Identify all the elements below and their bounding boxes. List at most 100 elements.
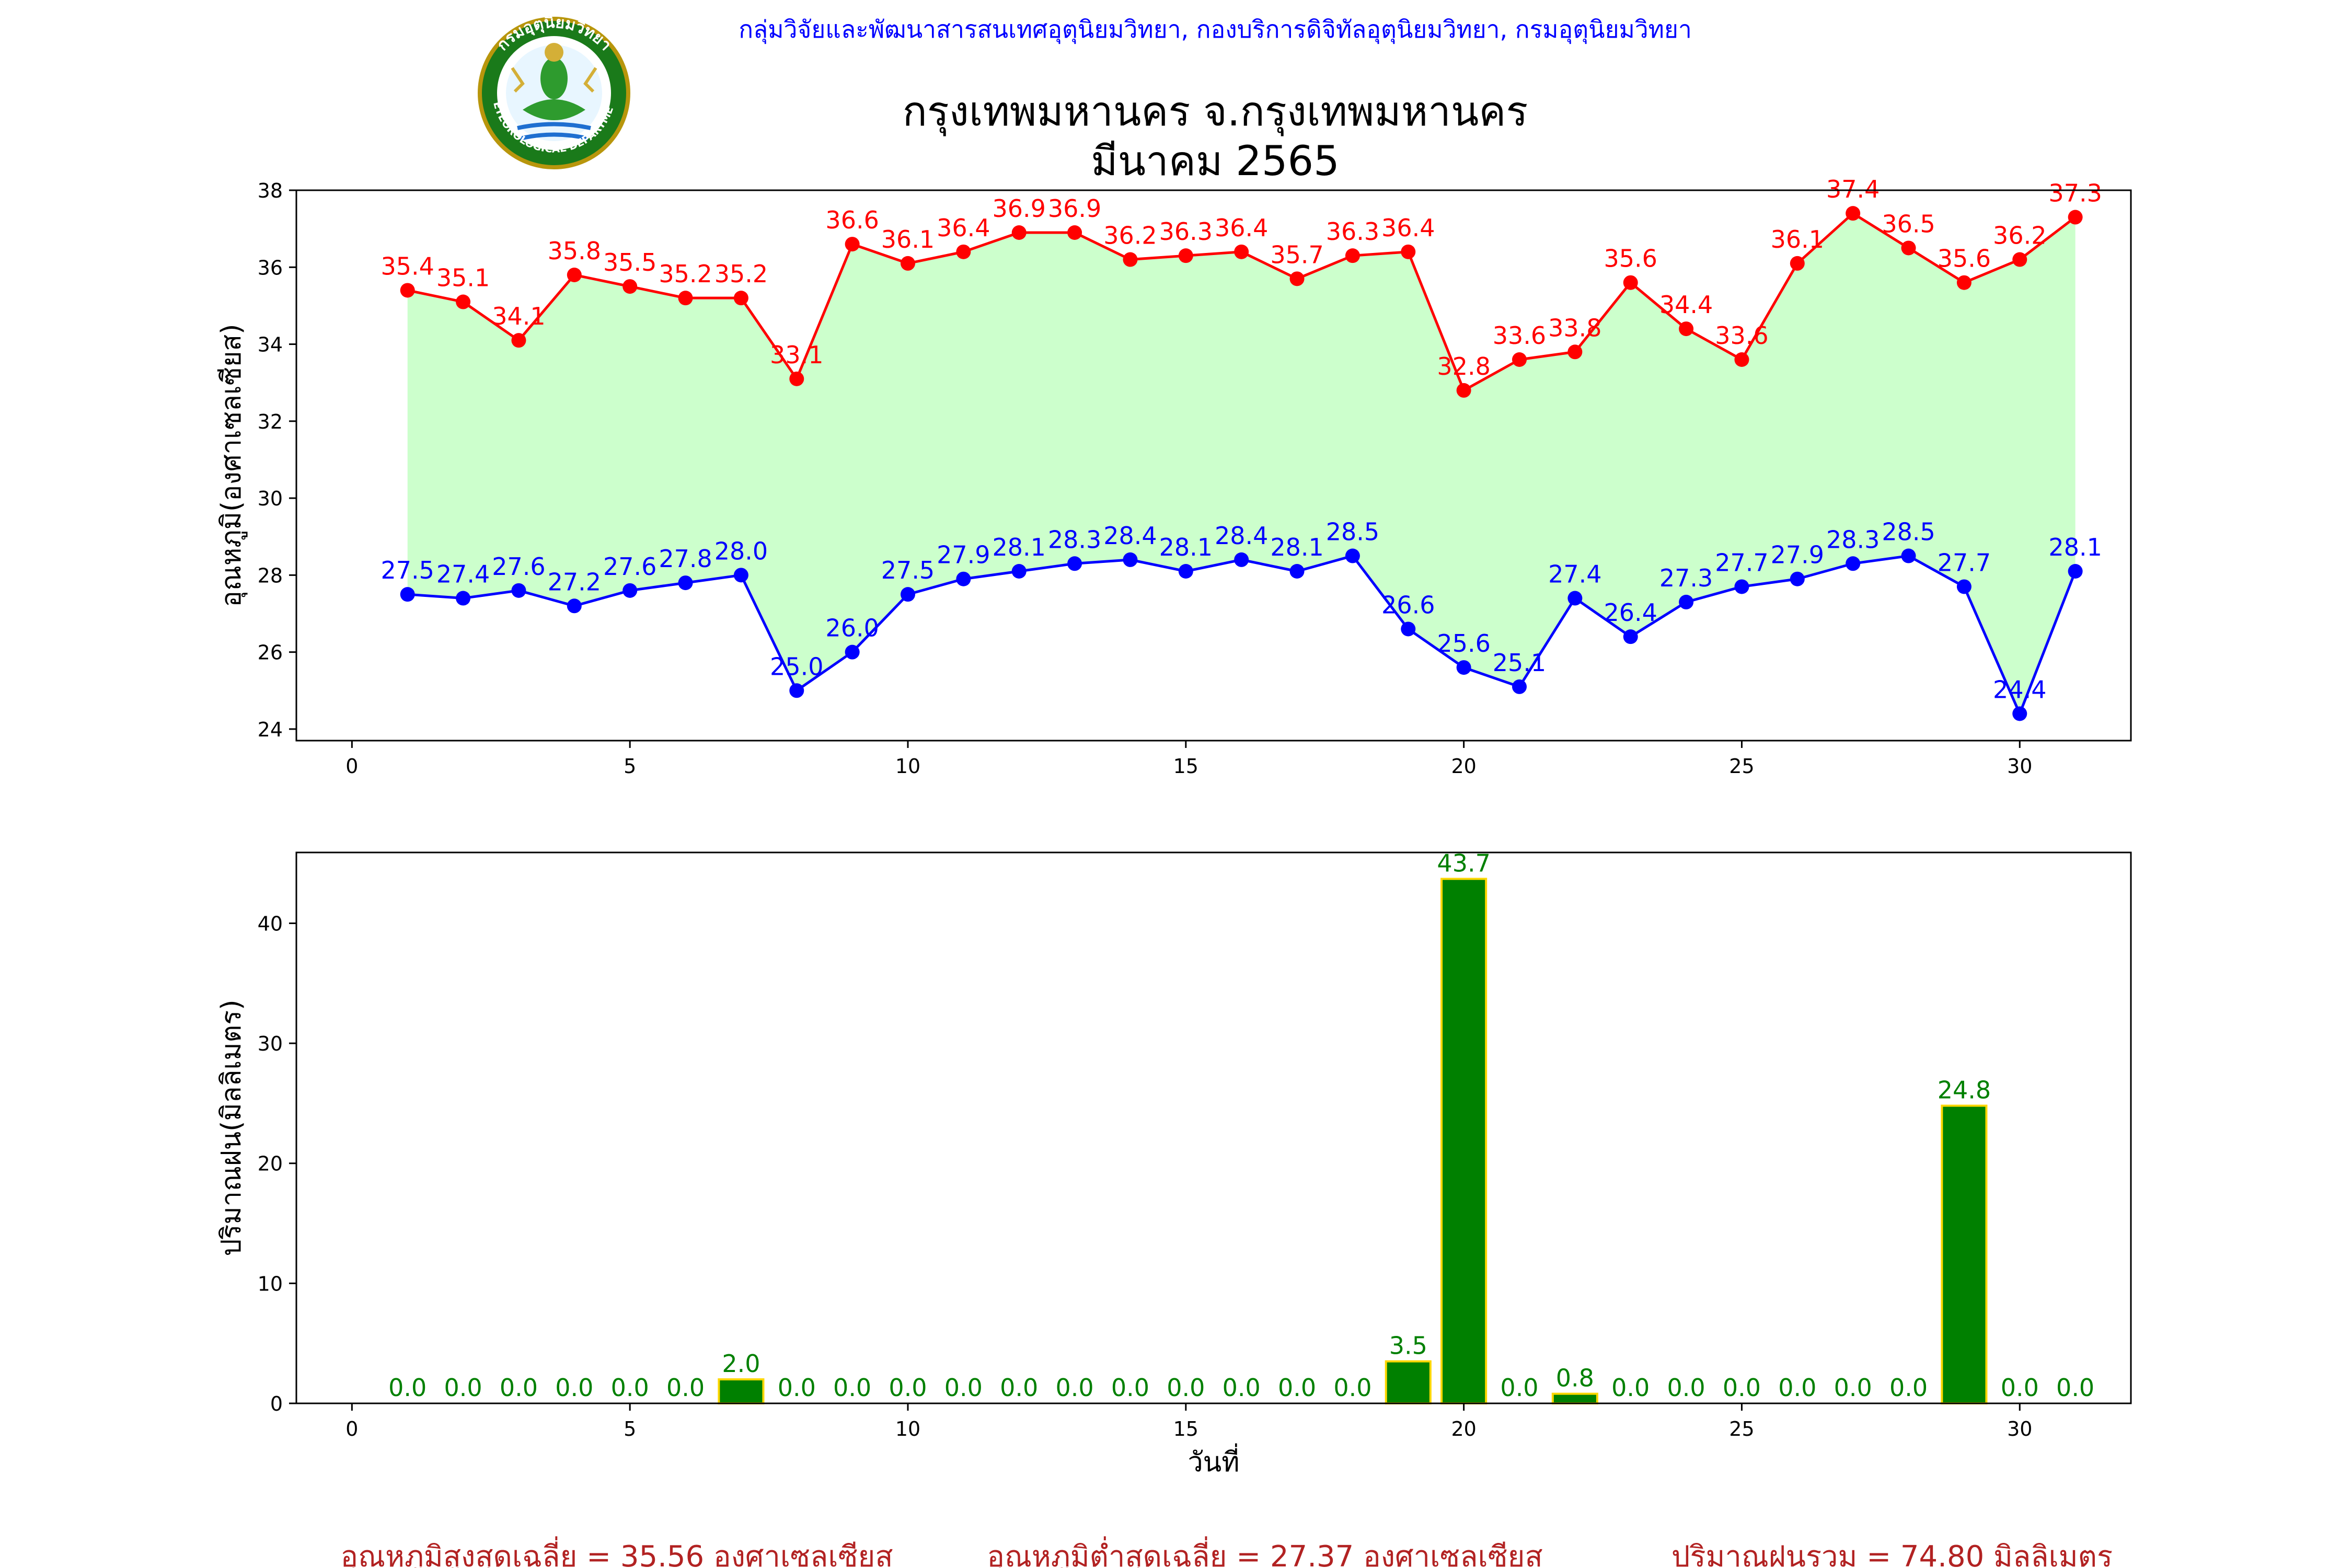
- min-temperature-point: [1234, 552, 1249, 567]
- max-temperature-label: 33.8: [1548, 314, 1601, 342]
- min-temperature-label: 28.3: [1048, 525, 1101, 554]
- temperature-y-axis-label: อุณหภูมิ(องศาเซลเซียส): [216, 324, 248, 607]
- rain-bar-label: 0.0: [1111, 1374, 1149, 1402]
- max-temperature-label: 35.7: [1270, 240, 1323, 269]
- max-temperature-label: 35.1: [436, 264, 490, 292]
- min-temperature-label: 27.3: [1659, 564, 1713, 592]
- rain-bar: [1551, 1392, 1598, 1405]
- y-tick-label: 32: [258, 410, 283, 433]
- y-tick-label: 10: [258, 1272, 283, 1295]
- min-temperature-label: 27.8: [659, 545, 712, 573]
- rain-bar-label: 0.0: [2001, 1374, 2039, 1402]
- max-temperature-label: 35.2: [659, 260, 712, 288]
- min-temperature-label: 27.5: [881, 556, 935, 584]
- max-temperature-point: [1067, 225, 1082, 240]
- min-temperature-label: 27.2: [548, 568, 601, 596]
- max-temperature-label: 36.6: [825, 206, 879, 234]
- rain-bar-label: 0.0: [1723, 1374, 1761, 1402]
- y-tick-label: 26: [258, 641, 283, 664]
- max-temperature-label: 33.1: [770, 341, 823, 369]
- rain-bar-label: 43.7: [1437, 849, 1490, 878]
- x-tick-label: 20: [1451, 755, 1476, 778]
- max-temperature-label: 33.6: [1493, 321, 1546, 350]
- min-temperature-label: 28.0: [714, 537, 768, 565]
- max-temperature-point: [1289, 271, 1305, 286]
- max-temperature-label: 37.4: [1826, 175, 1880, 203]
- max-temperature-label: 36.3: [1159, 217, 1213, 246]
- summary-max-average: อุณหภูมิสูงสุดเฉลี่ย = 35.56 องศาเซลเซีย…: [340, 1536, 893, 1568]
- max-temperature-label: 36.9: [993, 194, 1046, 223]
- max-temperature-point: [901, 256, 915, 271]
- max-temperature-point: [456, 294, 471, 309]
- rainfall-plot-frame: [295, 851, 2132, 1404]
- y-tick-label: 0: [270, 1392, 283, 1415]
- rain-bar-label: 0.0: [1333, 1374, 1371, 1402]
- max-temperature-label: 35.8: [548, 237, 601, 265]
- min-temperature-point: [1178, 564, 1193, 579]
- max-temperature-point: [789, 371, 804, 386]
- max-temperature-label: 35.5: [603, 248, 656, 276]
- max-temperature-point: [845, 237, 860, 252]
- min-temperature-point: [1679, 594, 1694, 609]
- rain-bar-label: 0.0: [833, 1374, 871, 1402]
- max-temperature-point: [400, 283, 415, 298]
- chart-title-line2: มีนาคม 2565: [1091, 138, 1339, 185]
- rainfall-x-axis-label: วันที่: [1187, 1443, 1239, 1478]
- min-temperature-label: 28.4: [1103, 522, 1157, 550]
- min-temperature-label: 25.1: [1493, 649, 1546, 677]
- chart-title-line1: กรุงเทพมหานคร จ.กรุงเทพมหานคร: [903, 88, 1528, 136]
- min-temperature-point: [2068, 564, 2083, 579]
- rain-bar-label: 24.8: [1938, 1076, 1991, 1104]
- temperature-plot-frame: [295, 189, 2132, 742]
- max-temperature-point: [1679, 321, 1694, 337]
- min-temperature-point: [1512, 679, 1527, 694]
- min-temperature-point: [1790, 571, 1805, 586]
- min-temperature-point: [1011, 564, 1027, 579]
- max-temperature-point: [1846, 206, 1861, 221]
- rainfall-y-axis-label: ปริมาณฝน(มิลลิเมตร): [216, 999, 247, 1256]
- max-temperature-point: [1956, 275, 1971, 290]
- min-temperature-point: [456, 591, 471, 606]
- max-temperature-point: [956, 244, 971, 259]
- rain-bar-label: 0.0: [500, 1374, 538, 1402]
- max-temperature-label: 35.6: [1604, 245, 1657, 273]
- min-temperature-point: [622, 583, 638, 598]
- rain-bar-label: 0.0: [1000, 1374, 1038, 1402]
- max-temperature-point: [1456, 383, 1471, 398]
- rain-bar-label: 0.0: [1500, 1374, 1538, 1402]
- x-tick-label: 5: [624, 755, 636, 778]
- min-temperature-label: 28.3: [1826, 525, 1880, 554]
- x-tick-label: 20: [1451, 1417, 1476, 1440]
- y-tick-label: 40: [258, 912, 283, 935]
- x-tick-label: 15: [1173, 1417, 1198, 1440]
- min-temperature-point: [901, 587, 915, 602]
- max-temperature-label: 36.4: [1381, 214, 1435, 242]
- min-temperature-label: 27.9: [1771, 541, 1824, 569]
- min-temperature-label: 26.4: [1604, 598, 1657, 627]
- min-temperature-point: [1345, 548, 1360, 563]
- min-temperature-label: 25.6: [1437, 629, 1490, 658]
- min-temperature-label: 28.5: [1882, 518, 1935, 546]
- max-temperature-point: [733, 291, 748, 306]
- rain-bar-label: 0.0: [1834, 1374, 1872, 1402]
- min-temperature-label: 25.0: [770, 652, 823, 681]
- x-tick-label: 0: [345, 755, 358, 778]
- max-temperature-label: 36.9: [1048, 194, 1101, 223]
- y-tick-label: 28: [258, 564, 283, 587]
- y-tick-label: 30: [258, 1032, 283, 1055]
- max-temperature-point: [1790, 256, 1805, 271]
- min-temperature-label: 27.7: [1938, 548, 1991, 577]
- rain-bar-label: 0.0: [444, 1374, 482, 1402]
- rain-bar: [1941, 1104, 1988, 1405]
- rain-bar-label: 0.0: [2056, 1374, 2094, 1402]
- min-temperature-label: 28.5: [1326, 518, 1379, 546]
- min-temperature-point: [567, 598, 582, 614]
- x-tick-label: 30: [2007, 1417, 2032, 1440]
- rain-bar-label: 0.0: [555, 1374, 593, 1402]
- rain-bar-label: 0.0: [889, 1374, 927, 1402]
- max-temperature-label: 36.4: [937, 214, 990, 242]
- max-temperature-point: [1011, 225, 1027, 240]
- summary-min-average: อุณหภูมิต่ำสุดเฉลี่ย = 27.37 องศาเซลเซีย…: [987, 1536, 1542, 1568]
- max-temperature-label: 36.3: [1326, 217, 1379, 246]
- max-temperature-point: [1345, 248, 1360, 263]
